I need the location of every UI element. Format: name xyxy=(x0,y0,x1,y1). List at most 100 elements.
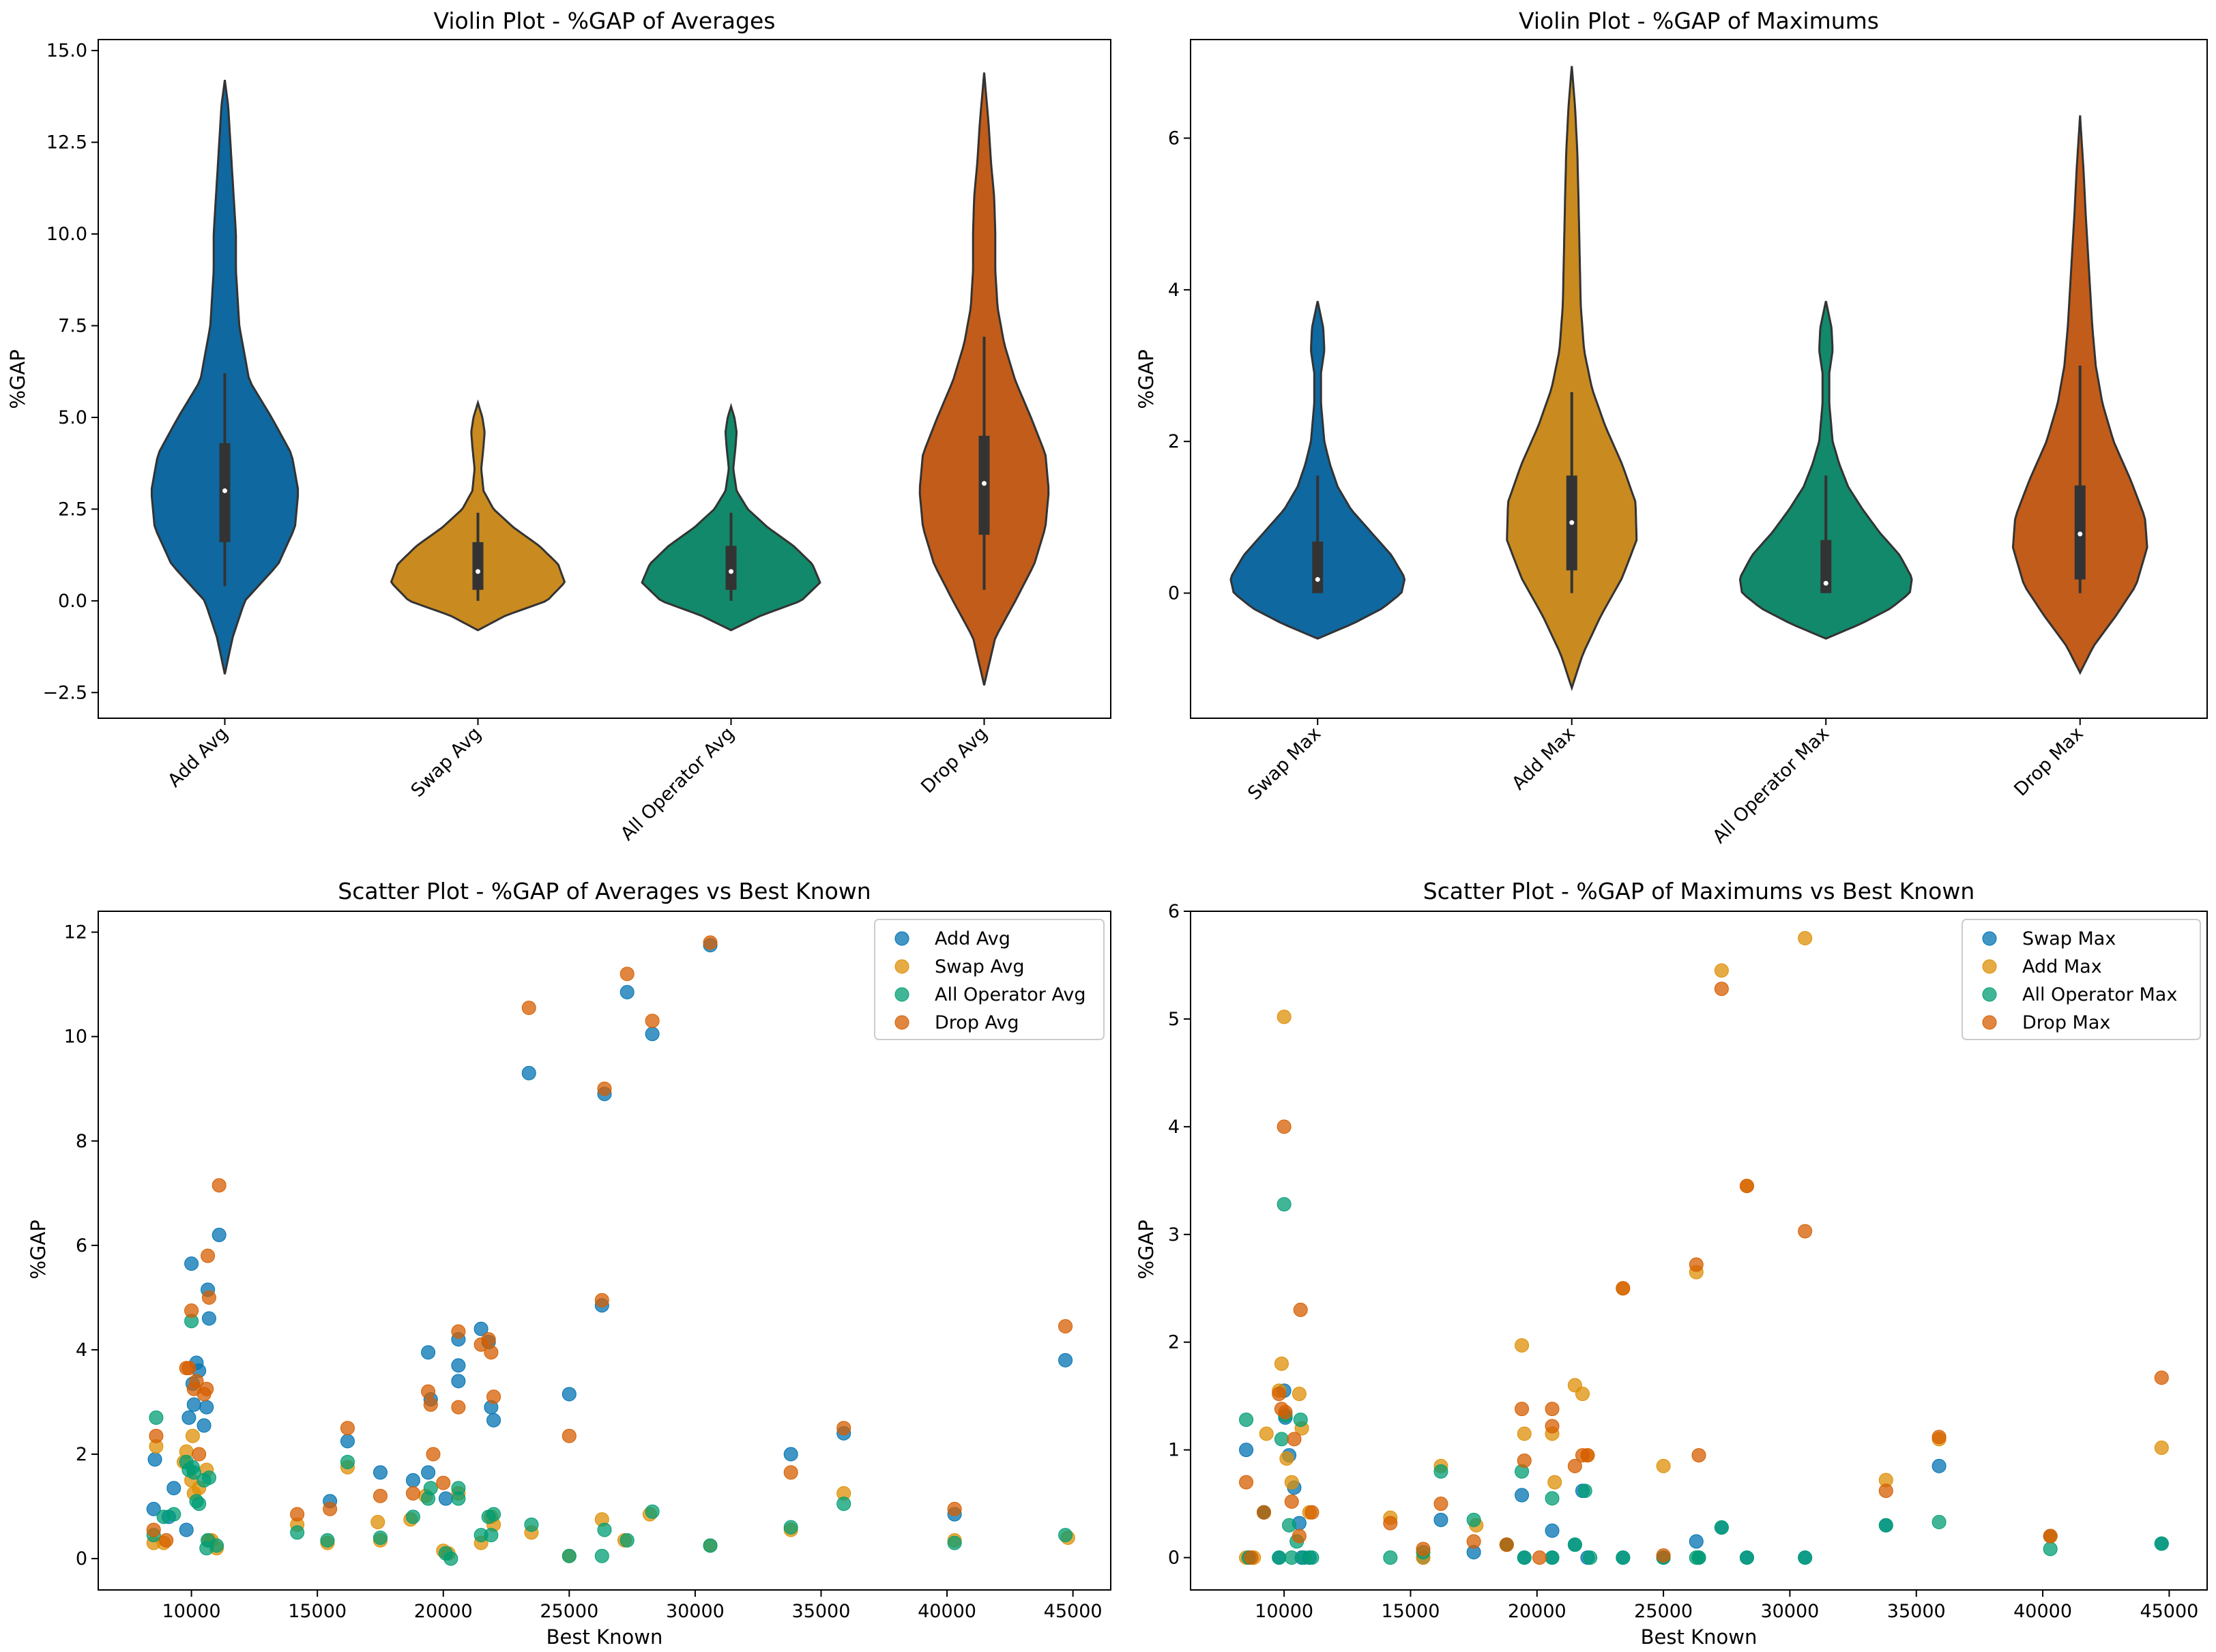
scatter-point xyxy=(149,1410,164,1425)
legend-label: Drop Avg xyxy=(935,1012,1019,1033)
scatter-point xyxy=(1515,1488,1530,1503)
legend-marker xyxy=(894,959,909,974)
scatter-point xyxy=(1256,1505,1271,1520)
scatter-point xyxy=(1583,1550,1598,1565)
scatter-point xyxy=(597,1081,612,1096)
scatter-point xyxy=(1274,1356,1289,1371)
scatter-point xyxy=(783,1520,798,1535)
scatter-point xyxy=(181,1410,196,1425)
scatter-point xyxy=(199,1381,214,1396)
scatter-point xyxy=(594,1293,609,1308)
scatter-point xyxy=(373,1488,388,1503)
y-tick-label: −2.5 xyxy=(42,682,87,703)
scatter-point xyxy=(783,1465,798,1480)
scatter-point xyxy=(147,1452,162,1467)
scatter-point xyxy=(1058,1353,1073,1368)
scatter-point xyxy=(1739,1179,1754,1194)
y-axis-label: %GAP xyxy=(1135,1220,1158,1279)
scatter-point xyxy=(1532,1550,1547,1565)
x-axis-label: Best Known xyxy=(1641,1625,1758,1649)
scatter-point xyxy=(1878,1518,1893,1533)
panel-title: Violin Plot - %GAP of Averages xyxy=(434,8,776,34)
y-tick-label: 2 xyxy=(1168,1332,1180,1353)
plot-frame xyxy=(1190,39,2208,719)
scatter-point xyxy=(486,1507,501,1522)
scatter-point xyxy=(1689,1257,1704,1272)
x-tick-label: 45000 xyxy=(1044,1601,1103,1622)
scatter-point xyxy=(1739,1550,1754,1565)
scatter-point xyxy=(2043,1542,2058,1557)
scatter-point xyxy=(783,1447,798,1462)
y-tick-label: 6 xyxy=(76,1235,87,1256)
scatter-point xyxy=(451,1374,466,1389)
scatter-point xyxy=(1577,1484,1592,1499)
legend-marker xyxy=(1982,1015,1997,1030)
legend-label: Drop Max xyxy=(2022,1012,2110,1033)
violin-iqr-box xyxy=(1312,541,1324,593)
scatter-point xyxy=(451,1400,466,1415)
y-tick-label: 0 xyxy=(1168,1548,1180,1569)
scatter-point xyxy=(1287,1432,1302,1447)
scatter-point xyxy=(212,1228,227,1243)
scatter-point xyxy=(1278,1404,1293,1419)
y-tick-label: 4 xyxy=(76,1340,87,1361)
scatter-point xyxy=(2154,1536,2169,1551)
x-tick-label: Drop Avg xyxy=(917,723,991,797)
panel-title: Scatter Plot - %GAP of Averages vs Best … xyxy=(338,878,871,904)
scatter-point xyxy=(1580,1448,1595,1463)
y-tick-label: 10 xyxy=(64,1027,87,1048)
scatter-point xyxy=(524,1517,539,1532)
x-tick-label: Add Max xyxy=(1508,723,1579,794)
x-tick-label: All Operator Max xyxy=(1709,723,1834,848)
violin-median xyxy=(729,569,733,574)
scatter-point xyxy=(166,1507,181,1522)
scatter-point xyxy=(1545,1402,1560,1417)
scatter-point xyxy=(1931,1515,1947,1529)
y-tick-label: 8 xyxy=(76,1131,87,1152)
x-tick-label: 40000 xyxy=(2013,1601,2072,1622)
scatter-point xyxy=(192,1447,207,1462)
scatter-point xyxy=(486,1389,501,1404)
scatter-point xyxy=(166,1481,181,1496)
legend-label: Swap Max xyxy=(2022,928,2116,949)
y-tick-label: 4 xyxy=(1168,280,1180,301)
scatter-point xyxy=(1293,1412,1308,1427)
scatter-point xyxy=(423,1481,438,1496)
scatter-point xyxy=(1292,1529,1307,1544)
scatter-point xyxy=(1277,1119,1292,1134)
plot-frame xyxy=(98,911,1111,1591)
scatter-point xyxy=(1244,1550,1259,1565)
scatter-point xyxy=(703,935,718,950)
x-tick-label: 45000 xyxy=(2140,1601,2198,1622)
scatter-point xyxy=(1517,1453,1532,1468)
scatter-point xyxy=(1517,1550,1532,1565)
scatter-point xyxy=(1304,1505,1320,1520)
scatter-point xyxy=(562,1548,577,1563)
legend-marker xyxy=(894,931,909,946)
legend-label: All Operator Max xyxy=(2022,984,2177,1005)
scatter-point xyxy=(1567,1458,1582,1473)
y-axis-label: %GAP xyxy=(1135,349,1158,409)
y-tick-label: 4 xyxy=(1168,1117,1180,1138)
violin-median xyxy=(1823,580,1828,586)
x-tick-label: 15000 xyxy=(288,1601,347,1622)
scatter-point xyxy=(1691,1550,1706,1565)
scatter-point xyxy=(1689,1534,1704,1549)
x-tick-label: 35000 xyxy=(1887,1601,1946,1622)
scatter-point xyxy=(619,967,635,982)
violin-median xyxy=(982,481,987,486)
legend-label: All Operator Avg xyxy=(935,984,1086,1005)
scatter-point xyxy=(1499,1537,1514,1552)
scatter-point xyxy=(484,1528,499,1543)
scatter-point xyxy=(1545,1523,1560,1538)
legend-box xyxy=(874,919,1105,1040)
scatter-point xyxy=(1239,1443,1254,1458)
scatter-point xyxy=(373,1530,388,1545)
scatter-point xyxy=(1931,1430,1947,1445)
y-tick-label: 0.0 xyxy=(58,591,87,612)
scatter-maximums-panel: Scatter Plot - %GAP of Maximums vs Best … xyxy=(1135,878,2208,1649)
x-tick-label: Swap Max xyxy=(1244,723,1325,804)
y-tick-label: 10.0 xyxy=(46,224,87,245)
x-tick-label: 15000 xyxy=(1382,1601,1440,1622)
